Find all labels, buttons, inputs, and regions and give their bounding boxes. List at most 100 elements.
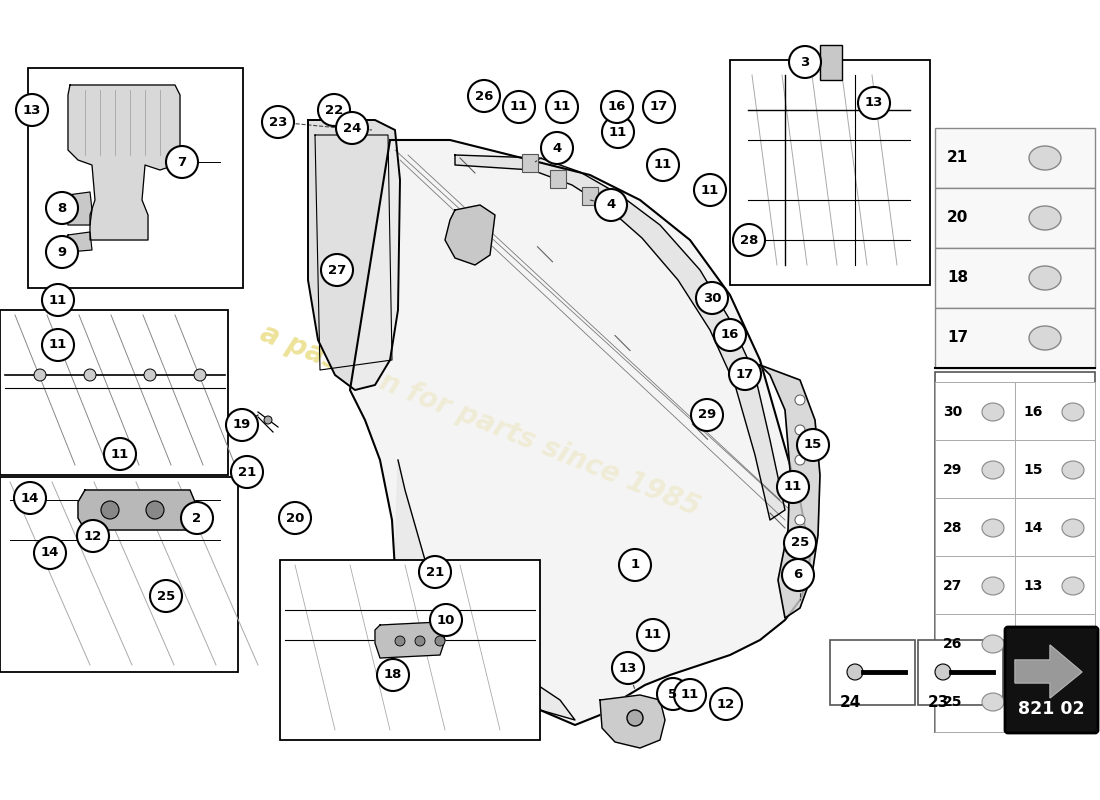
Circle shape: [46, 236, 78, 268]
Text: 1: 1: [630, 558, 639, 571]
Circle shape: [784, 527, 816, 559]
Polygon shape: [446, 205, 495, 265]
Ellipse shape: [1062, 403, 1084, 421]
Circle shape: [16, 94, 48, 126]
Circle shape: [795, 395, 805, 405]
Text: 18: 18: [947, 270, 968, 286]
Ellipse shape: [982, 461, 1004, 479]
Text: 24: 24: [840, 695, 861, 710]
Circle shape: [729, 358, 761, 390]
Text: 30: 30: [943, 405, 962, 419]
Bar: [935, 372, 1094, 732]
Text: 27: 27: [328, 263, 346, 277]
Circle shape: [42, 284, 74, 316]
Circle shape: [795, 485, 805, 495]
Ellipse shape: [982, 693, 1004, 711]
Circle shape: [546, 91, 578, 123]
Ellipse shape: [1028, 266, 1062, 290]
Bar: [830, 640, 915, 705]
Circle shape: [935, 664, 952, 680]
Circle shape: [468, 80, 500, 112]
Polygon shape: [375, 622, 446, 658]
Polygon shape: [65, 192, 92, 225]
Text: 25: 25: [791, 537, 810, 550]
Circle shape: [146, 501, 164, 519]
Text: 17: 17: [650, 101, 668, 114]
Circle shape: [415, 636, 425, 646]
Circle shape: [612, 652, 643, 684]
Bar: [1015, 498, 1094, 558]
Circle shape: [691, 399, 723, 431]
Text: 21: 21: [947, 150, 968, 166]
Text: 16: 16: [720, 329, 739, 342]
Circle shape: [46, 192, 78, 224]
Ellipse shape: [1028, 206, 1062, 230]
FancyBboxPatch shape: [0, 477, 238, 672]
Circle shape: [503, 91, 535, 123]
Circle shape: [627, 710, 644, 726]
Circle shape: [34, 537, 66, 569]
Polygon shape: [78, 490, 195, 530]
Text: 16: 16: [608, 101, 626, 114]
Ellipse shape: [982, 577, 1004, 595]
Polygon shape: [760, 365, 820, 618]
Circle shape: [595, 189, 627, 221]
Text: 28: 28: [943, 521, 962, 535]
Bar: [1015, 556, 1094, 616]
Bar: [918, 640, 1003, 705]
Text: 11: 11: [1023, 695, 1043, 709]
Text: 15: 15: [1023, 463, 1043, 477]
Text: 23: 23: [928, 695, 949, 710]
FancyBboxPatch shape: [0, 310, 228, 475]
Text: 27: 27: [943, 579, 962, 593]
Circle shape: [34, 369, 46, 381]
Polygon shape: [68, 85, 180, 240]
Circle shape: [336, 112, 368, 144]
Bar: [1015, 614, 1094, 674]
Circle shape: [795, 545, 805, 555]
Circle shape: [710, 688, 742, 720]
Ellipse shape: [1062, 577, 1084, 595]
Text: 25: 25: [157, 590, 175, 602]
Text: 29: 29: [697, 409, 716, 422]
Polygon shape: [455, 155, 785, 520]
Text: 13: 13: [23, 103, 41, 117]
FancyBboxPatch shape: [28, 68, 243, 288]
Text: 25: 25: [943, 695, 962, 709]
Text: 9: 9: [57, 246, 67, 258]
Circle shape: [279, 502, 311, 534]
Circle shape: [377, 659, 409, 691]
Text: 11: 11: [48, 338, 67, 351]
Text: 4: 4: [606, 198, 616, 211]
Circle shape: [733, 224, 764, 256]
Circle shape: [419, 556, 451, 588]
FancyBboxPatch shape: [1005, 627, 1098, 733]
Ellipse shape: [1062, 635, 1084, 653]
Text: 12: 12: [1023, 637, 1043, 651]
Circle shape: [694, 174, 726, 206]
Text: 30: 30: [703, 291, 722, 305]
Polygon shape: [308, 120, 400, 390]
Text: 3: 3: [801, 55, 810, 69]
Text: 11: 11: [784, 481, 802, 494]
Text: 11: 11: [111, 447, 129, 461]
Circle shape: [647, 149, 679, 181]
Text: 14: 14: [1023, 521, 1043, 535]
Text: 5: 5: [669, 687, 678, 701]
Text: 11: 11: [510, 101, 528, 114]
Text: 13: 13: [865, 97, 883, 110]
Circle shape: [194, 369, 206, 381]
Bar: [935, 248, 1094, 308]
Text: 11: 11: [653, 158, 672, 171]
Circle shape: [847, 664, 864, 680]
Circle shape: [858, 87, 890, 119]
Ellipse shape: [982, 519, 1004, 537]
Circle shape: [789, 46, 821, 78]
Polygon shape: [65, 232, 92, 252]
Text: 11: 11: [553, 101, 571, 114]
Circle shape: [150, 580, 182, 612]
Bar: [522, 154, 538, 172]
Ellipse shape: [1028, 326, 1062, 350]
Text: 22: 22: [324, 103, 343, 117]
Circle shape: [602, 116, 634, 148]
